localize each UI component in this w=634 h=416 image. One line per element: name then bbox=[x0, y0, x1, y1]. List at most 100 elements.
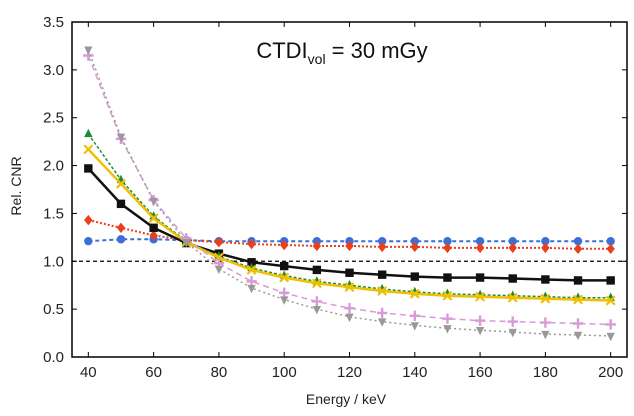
data-point bbox=[475, 291, 486, 302]
data-point bbox=[573, 236, 583, 246]
data-point bbox=[84, 164, 93, 173]
data-point bbox=[84, 236, 93, 246]
data-point bbox=[606, 243, 615, 255]
data-point bbox=[475, 236, 485, 246]
data-point bbox=[280, 296, 289, 305]
data-point bbox=[442, 290, 453, 301]
ticks-layer: 40 60 80 100 120 140 160 180 200 0.0 0.5 1.0 1.5 2.0 2… bbox=[43, 14, 627, 381]
data-point bbox=[443, 242, 452, 254]
data-point bbox=[311, 278, 322, 289]
x-tick-label: 100 bbox=[272, 364, 297, 381]
data-point bbox=[573, 276, 583, 285]
data-point bbox=[443, 273, 452, 282]
data-point bbox=[409, 288, 420, 299]
x-tick-label: 120 bbox=[337, 364, 362, 381]
data-point bbox=[540, 317, 551, 328]
data-point bbox=[443, 325, 452, 334]
data-point bbox=[573, 294, 584, 305]
data-point bbox=[410, 241, 419, 253]
data-point bbox=[508, 236, 517, 246]
x-axis-label: Energy / keV bbox=[306, 391, 387, 407]
data-point bbox=[507, 292, 518, 303]
data-point bbox=[606, 332, 615, 342]
data-point bbox=[410, 236, 419, 246]
series-7 bbox=[84, 46, 615, 342]
data-point bbox=[279, 287, 290, 299]
data-point bbox=[541, 330, 550, 340]
x-tick-label: 140 bbox=[402, 364, 427, 381]
data-point bbox=[311, 296, 323, 307]
data-point bbox=[280, 261, 289, 271]
data-point bbox=[345, 313, 354, 322]
chart-title-subscript: vol bbox=[308, 51, 326, 67]
data-point bbox=[213, 252, 224, 263]
data-point bbox=[377, 285, 388, 296]
data-point bbox=[377, 270, 387, 279]
y-tick-label: 3.0 bbox=[43, 62, 64, 79]
data-point bbox=[149, 223, 158, 232]
data-point bbox=[475, 242, 485, 254]
data-point bbox=[541, 275, 550, 284]
data-point bbox=[606, 236, 615, 246]
data-point bbox=[507, 316, 518, 327]
data-point bbox=[508, 274, 517, 283]
data-point bbox=[247, 284, 256, 294]
data-point bbox=[149, 230, 158, 241]
data-point bbox=[376, 307, 388, 319]
x-tick-label: 160 bbox=[468, 364, 493, 381]
data-point bbox=[605, 295, 616, 306]
data-point bbox=[474, 315, 486, 326]
data-point bbox=[247, 238, 256, 250]
series-line bbox=[87, 49, 611, 337]
data-point bbox=[475, 273, 485, 282]
data-point bbox=[312, 305, 322, 315]
y-tick-label: 3.5 bbox=[43, 14, 64, 31]
data-point bbox=[182, 238, 191, 248]
y-tick-label: 1.0 bbox=[43, 253, 64, 270]
data-point bbox=[279, 272, 290, 283]
data-point bbox=[508, 328, 517, 338]
data-point bbox=[442, 313, 453, 324]
data-point bbox=[84, 214, 93, 226]
data-point bbox=[83, 144, 94, 155]
x-tick-label: 80 bbox=[211, 364, 228, 381]
series-5 bbox=[83, 144, 616, 306]
data-point bbox=[605, 319, 616, 330]
data-point bbox=[116, 235, 126, 244]
data-point bbox=[377, 236, 387, 246]
data-point bbox=[148, 213, 159, 224]
y-tick-label: 0.5 bbox=[43, 301, 64, 318]
x-tick-label: 180 bbox=[533, 364, 558, 381]
data-point bbox=[541, 236, 550, 246]
data-point bbox=[344, 302, 355, 314]
data-point bbox=[246, 276, 257, 287]
chart-title-rest: = 30 mGy bbox=[326, 38, 428, 63]
data-point bbox=[573, 243, 583, 255]
series-2 bbox=[84, 214, 615, 255]
data-point bbox=[345, 240, 354, 252]
data-point bbox=[247, 258, 256, 267]
chart-title-main: CTDI bbox=[256, 38, 307, 63]
data-point bbox=[312, 240, 322, 252]
data-point bbox=[246, 264, 257, 275]
data-point bbox=[377, 318, 387, 327]
data-point bbox=[572, 318, 584, 329]
series-line bbox=[87, 148, 611, 302]
series-3 bbox=[84, 164, 615, 285]
x-tick-label: 200 bbox=[598, 364, 623, 381]
data-point bbox=[84, 46, 93, 55]
data-point bbox=[410, 272, 419, 281]
data-point bbox=[214, 236, 224, 248]
data-point bbox=[312, 265, 322, 275]
data-point bbox=[573, 331, 583, 341]
data-point bbox=[149, 197, 158, 207]
data-point bbox=[541, 242, 550, 254]
series-line bbox=[87, 55, 611, 326]
x-tick-label: 40 bbox=[80, 364, 97, 381]
data-point bbox=[377, 241, 387, 253]
data-point bbox=[606, 276, 615, 285]
data-point bbox=[508, 242, 517, 254]
data-point bbox=[84, 128, 93, 138]
data-point bbox=[115, 178, 126, 189]
